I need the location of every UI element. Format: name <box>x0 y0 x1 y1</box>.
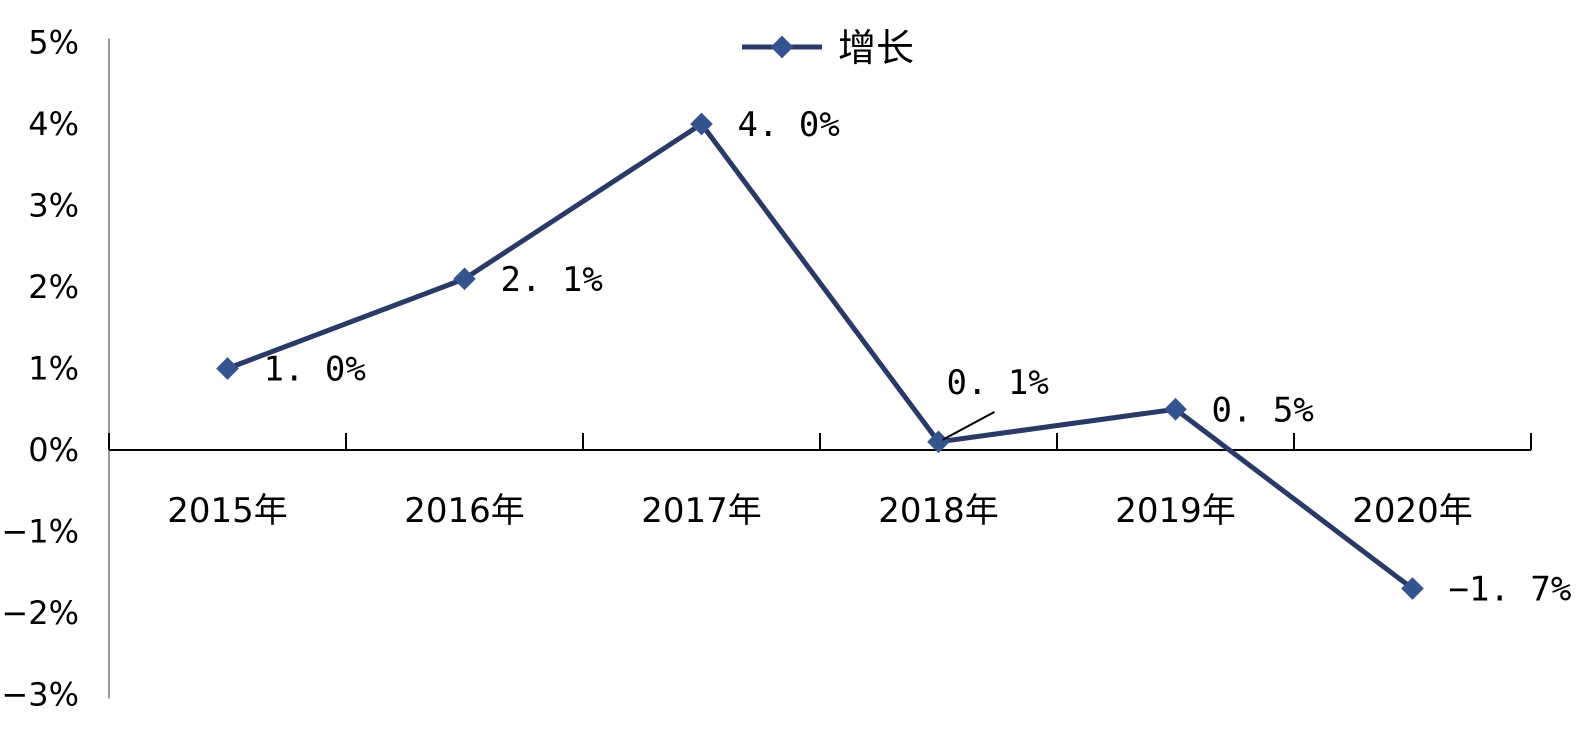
y-tick-label: −1% <box>1 513 79 551</box>
data-point-marker <box>216 357 239 380</box>
x-tick-label: 2019年 <box>1115 491 1236 531</box>
x-tick-label: 2015年 <box>167 491 288 531</box>
legend-label: 增长 <box>838 26 914 70</box>
x-tick-label: 2017年 <box>641 491 762 531</box>
legend-marker-swatch <box>770 35 794 59</box>
x-axis-tick-labels: 2015年 2016年 2017年 2018年 2019年 2020年 <box>167 491 1473 531</box>
y-tick-label: −3% <box>1 676 79 714</box>
y-tick-label: 4% <box>28 105 79 143</box>
legend: 增长 <box>742 26 914 70</box>
y-tick-label: 1% <box>28 350 79 388</box>
data-label: 4. 0% <box>738 105 840 145</box>
series-line-path <box>226 120 1415 591</box>
y-tick-label: 5% <box>28 24 79 62</box>
data-label: 0. 1% <box>947 363 1049 403</box>
y-tick-label: 0% <box>28 431 79 469</box>
axes <box>108 38 1532 699</box>
data-label: 0. 5% <box>1212 390 1314 430</box>
data-label: 2. 1% <box>501 260 603 300</box>
x-tick-label: 2020年 <box>1352 491 1473 531</box>
data-label: −1. 7% <box>1449 570 1572 610</box>
x-tick-label: 2018年 <box>878 491 999 531</box>
data-label: 1. 0% <box>264 350 366 390</box>
data-labels: 1. 0% 2. 1% 4. 0% 0. 1% 0. 5% −1. 7% <box>264 105 1572 610</box>
y-tick-label: 3% <box>28 187 79 225</box>
x-tick-label: 2016年 <box>404 491 525 531</box>
data-label-leader-line <box>942 410 995 441</box>
data-point-marker <box>453 267 476 291</box>
y-tick-label: 2% <box>28 268 79 306</box>
data-point-marker <box>1164 397 1187 421</box>
series-line <box>216 112 1424 600</box>
data-point-marker <box>927 430 950 454</box>
y-axis-tick-labels: 5% 4% 3% 2% 1% 0% −1% −2% −3% <box>1 24 79 714</box>
y-tick-label: −2% <box>1 594 79 632</box>
data-point-marker <box>1401 577 1424 600</box>
